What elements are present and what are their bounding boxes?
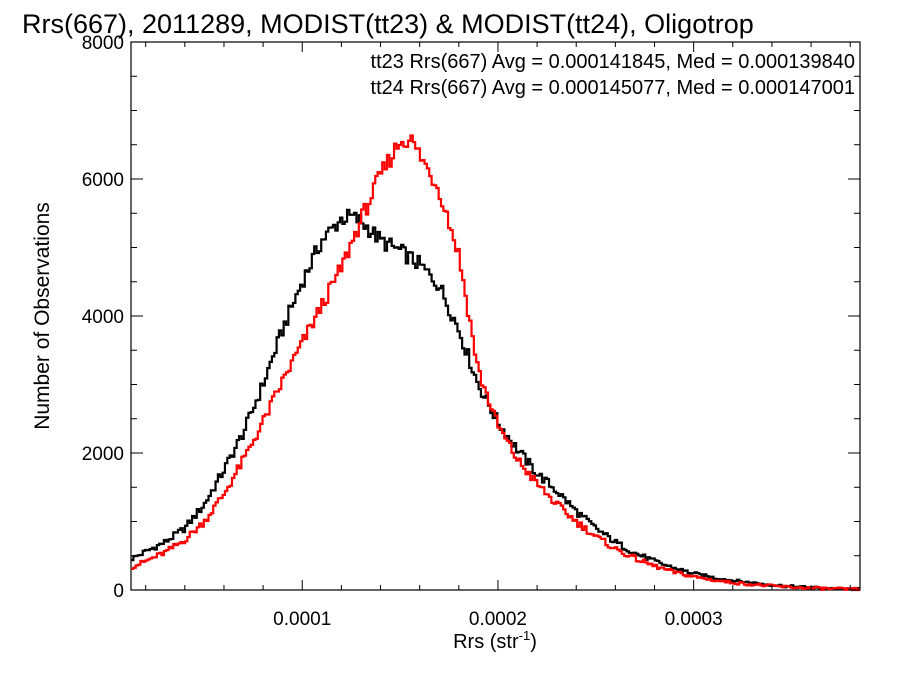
series-tt23-histogram — [131, 208, 861, 592]
tick-layer: 0.0001 0.0002 0.0003 0 2000 4000 6000 8000 — [82, 33, 860, 630]
x-tick-label: 0.0003 — [665, 609, 723, 630]
y-tick-label: 6000 — [82, 170, 124, 191]
legend-entry-tt23: tt23 Rrs(667) Avg = 0.000141845, Med = 0… — [371, 51, 855, 73]
series-tt24-histogram — [131, 134, 861, 592]
y-axis-label: Number of Observations — [31, 202, 54, 430]
y-tick-label: 8000 — [82, 33, 124, 54]
plot-area: 0.0001 0.0002 0.0003 0 2000 4000 6000 8000 — [82, 33, 861, 630]
legend-entry-tt24: tt24 Rrs(667) Avg = 0.000145077, Med = 0… — [371, 77, 855, 99]
series-layer — [131, 134, 861, 592]
x-axis-label-main: Rrs (str — [453, 631, 519, 653]
x-tick-label: 0.0001 — [273, 609, 331, 630]
x-axis-label-close: ) — [530, 631, 537, 653]
y-tick-label: 2000 — [82, 444, 124, 465]
y-tick-label: 0 — [113, 581, 124, 602]
x-tick-label: 0.0002 — [469, 609, 527, 630]
plot-frame — [130, 41, 861, 591]
x-axis-label: Rrs (str-1) — [453, 628, 537, 653]
chart-title: Rrs(667), 2011289, MODIST(tt23) & MODIST… — [22, 9, 754, 39]
x-axis-label-exponent: -1 — [519, 628, 531, 643]
y-tick-label: 4000 — [82, 307, 124, 328]
